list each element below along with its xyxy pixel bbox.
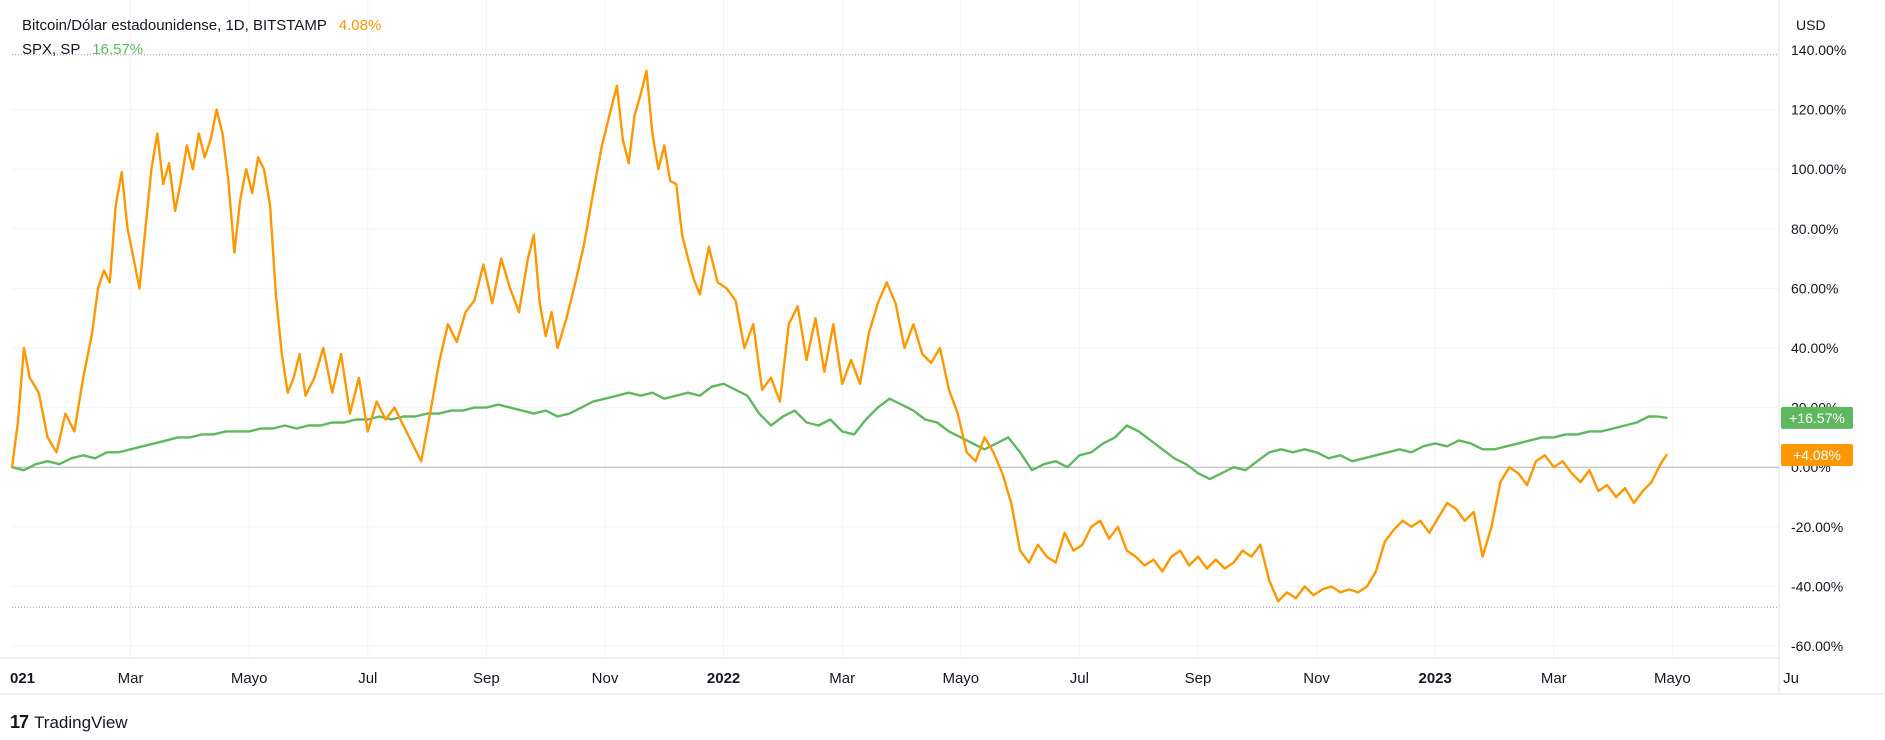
range-lines bbox=[12, 54, 1779, 608]
last-label-bg bbox=[1781, 444, 1853, 467]
last-label-btc: +4.08% bbox=[1781, 444, 1853, 467]
y-tick-label: -60.00% bbox=[1791, 638, 1843, 654]
x-tick-label: Nov bbox=[592, 670, 619, 687]
legend-spx-value: 16.57% bbox=[92, 41, 144, 58]
x-tick-label: Mar bbox=[829, 670, 855, 687]
x-tick-label: Jul bbox=[358, 670, 377, 687]
x-tick-label: 021 bbox=[10, 670, 35, 687]
x-tick-label: Ju bbox=[1783, 670, 1799, 687]
last-label-text: +4.08% bbox=[1793, 447, 1841, 463]
y-tick-label: 100.00% bbox=[1791, 161, 1846, 177]
y-axis[interactable]: 140.00%120.00%100.00%80.00%60.00%40.00%2… bbox=[1791, 42, 1846, 654]
legend-row-spx[interactable]: SPX, SP 16.57% bbox=[22, 38, 381, 62]
y-axis-unit: USD bbox=[1796, 17, 1826, 33]
x-axis[interactable]: 021 Mar Mayo Jul Sep Nov 2022 Mar Mayo Jul Sep Nov 2… bbox=[10, 670, 1799, 687]
tradingview-brand[interactable]: 17 TradingView bbox=[10, 712, 128, 733]
grid bbox=[12, 0, 1779, 658]
legend: Bitcoin/Dólar estadounidense, 1D, BITSTA… bbox=[22, 14, 381, 62]
x-tick-label: Sep bbox=[473, 670, 500, 687]
series-btc-line bbox=[10, 69, 1668, 603]
y-tick-label: 60.00% bbox=[1791, 280, 1838, 296]
series-spx-line bbox=[10, 382, 1668, 481]
x-tick-label: Mayo bbox=[1654, 670, 1691, 687]
last-label-bg bbox=[1781, 406, 1853, 429]
legend-spx-name: SPX, SP bbox=[22, 41, 81, 58]
legend-row-btc[interactable]: Bitcoin/Dólar estadounidense, 1D, BITSTA… bbox=[22, 14, 381, 38]
x-tick-label: Nov bbox=[1303, 670, 1330, 687]
x-tick-label: Mayo bbox=[231, 670, 268, 687]
y-tick-label: -20.00% bbox=[1791, 519, 1843, 535]
y-tick-label: 40.00% bbox=[1791, 340, 1838, 356]
y-tick-label: 80.00% bbox=[1791, 221, 1838, 237]
legend-btc-value: 4.08% bbox=[338, 17, 382, 34]
tradingview-name: TradingView bbox=[34, 712, 128, 732]
tradingview-logo-icon: 17 bbox=[10, 712, 29, 732]
x-tick-label: 2023 bbox=[1419, 670, 1452, 687]
x-tick-label: Sep bbox=[1185, 670, 1212, 687]
legend-btc-name: Bitcoin/Dólar estadounidense, 1D, BITSTA… bbox=[22, 17, 327, 34]
y-tick-label: 140.00% bbox=[1791, 42, 1846, 58]
last-label-text: +16.57% bbox=[1789, 410, 1845, 426]
y-tick-label: 120.00% bbox=[1791, 102, 1846, 118]
x-tick-label: Mayo bbox=[942, 670, 979, 687]
x-tick-label: Mar bbox=[118, 670, 144, 687]
x-tick-label: Jul bbox=[1070, 670, 1089, 687]
y-tick-label: -40.00% bbox=[1791, 578, 1843, 594]
last-value-labels: +16.57% +4.08% bbox=[1781, 406, 1853, 467]
series-layer bbox=[10, 69, 1668, 603]
x-tick-label: Mar bbox=[1541, 670, 1567, 687]
x-tick-label: 2022 bbox=[707, 670, 740, 687]
last-label-spx: +16.57% bbox=[1781, 406, 1853, 429]
